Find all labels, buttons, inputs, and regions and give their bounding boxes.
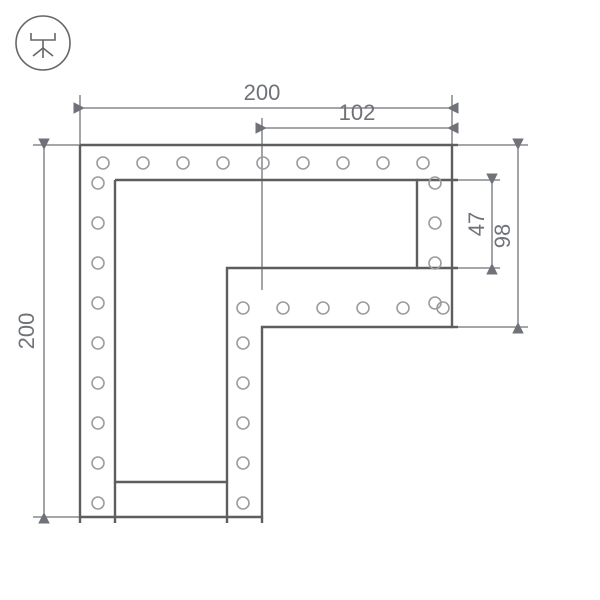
dim-top-200: 200	[80, 80, 452, 145]
hole-icon	[297, 157, 309, 169]
dim-label: 98	[490, 224, 515, 248]
dim-label: 200	[244, 80, 281, 105]
outer-outline	[80, 145, 452, 517]
hole-icon	[337, 157, 349, 169]
hole-icon	[237, 337, 249, 349]
hole-icon	[97, 157, 109, 169]
hole-icon	[92, 497, 104, 509]
hole-icon	[177, 157, 189, 169]
hole-icon	[257, 157, 269, 169]
hole-icon	[317, 302, 329, 314]
hole-icon	[237, 497, 249, 509]
fixture-type-icon	[16, 16, 70, 70]
hole-icon	[429, 217, 441, 229]
hole-icon	[237, 417, 249, 429]
dim-left-200: 200	[14, 145, 80, 517]
hole-icon	[417, 157, 429, 169]
dim-label: 200	[14, 313, 39, 350]
hole-icon	[237, 457, 249, 469]
hole-icon	[357, 302, 369, 314]
dimension-drawing: 200 102 200 98 47	[0, 0, 600, 600]
dim-top-102: 102	[262, 100, 448, 290]
hole-icon	[137, 157, 149, 169]
hole-icon	[92, 457, 104, 469]
dim-label: 47	[464, 212, 489, 236]
hole-icon	[92, 177, 104, 189]
hole-icon	[92, 337, 104, 349]
part-outlines	[80, 145, 458, 523]
mounting-holes	[92, 157, 449, 509]
hole-icon	[217, 157, 229, 169]
hole-icon	[92, 297, 104, 309]
hole-icon	[237, 302, 249, 314]
inner-outline	[115, 180, 417, 482]
hole-icon	[377, 157, 389, 169]
hole-icon	[237, 377, 249, 389]
hole-icon	[92, 377, 104, 389]
hole-icon	[277, 302, 289, 314]
dim-label: 102	[339, 100, 376, 125]
hole-icon	[397, 302, 409, 314]
hole-icon	[92, 217, 104, 229]
hole-icon	[92, 257, 104, 269]
hole-icon	[92, 417, 104, 429]
